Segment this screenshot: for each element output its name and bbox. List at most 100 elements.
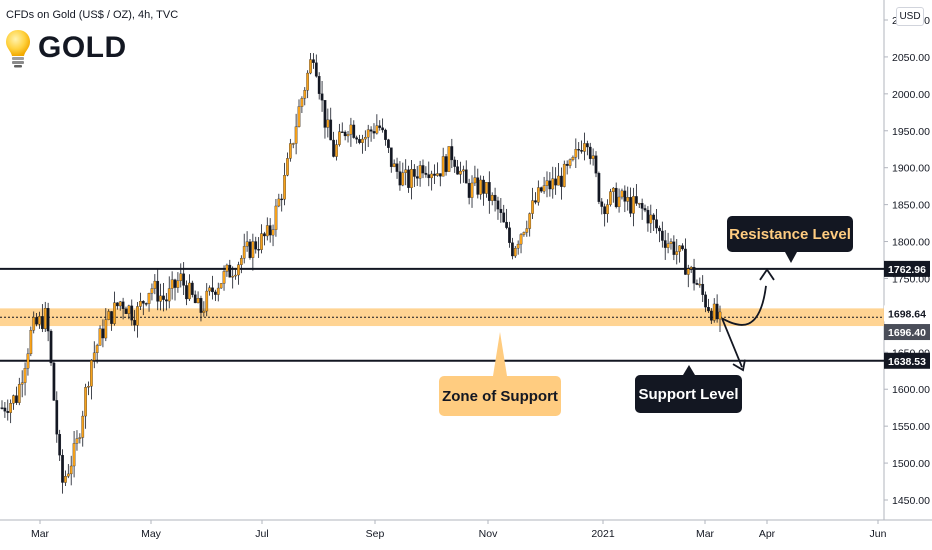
candle-body bbox=[162, 295, 165, 300]
candle-body bbox=[709, 310, 713, 321]
candle-body bbox=[349, 124, 353, 135]
candle-body bbox=[346, 134, 350, 137]
candle-body bbox=[684, 248, 687, 275]
candle-body bbox=[242, 246, 246, 259]
candle-body bbox=[84, 387, 87, 417]
candle-body bbox=[663, 240, 667, 248]
candle-body bbox=[64, 476, 67, 483]
candle-body bbox=[438, 173, 442, 177]
candle-body bbox=[490, 194, 494, 201]
candle-body bbox=[58, 434, 62, 456]
candle-body bbox=[231, 275, 235, 278]
candle-body bbox=[502, 212, 506, 223]
candle-body bbox=[450, 146, 454, 161]
zone-lower-price-tag-bg bbox=[884, 324, 930, 341]
candle-body bbox=[600, 201, 604, 207]
candle-body bbox=[291, 143, 295, 145]
candle-body bbox=[372, 131, 376, 134]
candle-body bbox=[3, 407, 7, 412]
candle-body bbox=[548, 180, 552, 190]
candle-body bbox=[522, 232, 526, 235]
zone-upper-price-tag: 1698.64 bbox=[884, 305, 930, 322]
candle-body bbox=[404, 169, 408, 173]
candle-body bbox=[196, 298, 200, 304]
candle-body bbox=[456, 166, 459, 175]
candle-body bbox=[421, 165, 425, 174]
y-tick-label: 1450.00 bbox=[892, 495, 930, 507]
candle-body bbox=[412, 169, 416, 177]
candle-body bbox=[459, 170, 462, 175]
candle-body bbox=[95, 345, 99, 354]
candle-body bbox=[12, 395, 15, 404]
bearish-arrow bbox=[721, 317, 743, 368]
support-label[interactable]: Support Level bbox=[635, 365, 742, 413]
resistance-label-pointer bbox=[785, 252, 797, 263]
currency-button[interactable]: USD bbox=[896, 7, 924, 26]
y-tick-label: 1600.00 bbox=[892, 384, 930, 396]
candle-body bbox=[61, 454, 64, 483]
candle-body bbox=[635, 196, 638, 204]
candle-body bbox=[20, 382, 24, 385]
candle-body bbox=[704, 294, 707, 308]
candle-body bbox=[565, 163, 569, 166]
candle-body bbox=[603, 206, 607, 215]
candle-body bbox=[352, 124, 356, 138]
candle-body bbox=[216, 287, 220, 295]
candle-body bbox=[447, 146, 451, 172]
resistance-label[interactable]: Resistance Level bbox=[727, 216, 853, 263]
candle-body bbox=[629, 197, 632, 214]
candle-body bbox=[208, 287, 211, 292]
candle-body bbox=[358, 139, 361, 143]
zone-label-box bbox=[439, 376, 561, 416]
candle-body bbox=[485, 182, 488, 194]
candle-body bbox=[118, 301, 122, 307]
candle-body bbox=[185, 285, 188, 300]
candle-body bbox=[173, 279, 177, 288]
candles bbox=[0, 53, 722, 494]
candle-body bbox=[672, 241, 676, 255]
candle-body bbox=[265, 225, 269, 237]
title-row: GOLD bbox=[4, 28, 127, 68]
candle-body bbox=[678, 245, 681, 252]
y-tick-label: 1550.00 bbox=[892, 421, 930, 433]
candle-body bbox=[312, 59, 315, 63]
candle-body bbox=[586, 143, 589, 148]
candle-body bbox=[718, 311, 722, 320]
candle-body bbox=[479, 179, 483, 195]
x-tick-label: Nov bbox=[479, 528, 498, 540]
candle-body bbox=[643, 208, 647, 211]
candle-body bbox=[35, 317, 38, 325]
candle-body bbox=[239, 258, 243, 265]
candle-body bbox=[597, 173, 601, 202]
candle-body bbox=[332, 139, 335, 157]
y-tick-label: 1850.00 bbox=[892, 200, 930, 212]
resistance-price-tag-text: 1762.96 bbox=[888, 264, 926, 276]
candle-body bbox=[701, 283, 705, 295]
candle-body bbox=[156, 280, 160, 302]
candle-body bbox=[254, 241, 258, 250]
lightbulb-icon bbox=[6, 30, 30, 68]
candle-body bbox=[536, 187, 540, 203]
candle-body bbox=[306, 72, 310, 91]
candle-body bbox=[658, 227, 661, 232]
zone-label[interactable]: Zone of Support bbox=[439, 332, 561, 416]
candle-body bbox=[23, 368, 27, 383]
candle-body bbox=[113, 302, 116, 324]
candle-body bbox=[473, 177, 477, 184]
candle-body bbox=[395, 163, 399, 172]
candle-body bbox=[415, 176, 419, 179]
candle-body bbox=[695, 283, 699, 285]
candle-body bbox=[554, 178, 557, 186]
candle-body bbox=[464, 169, 468, 184]
candle-body bbox=[580, 150, 583, 152]
support-price-tag-bg bbox=[884, 352, 930, 369]
candle-body bbox=[482, 179, 485, 194]
x-tick-label: Jun bbox=[870, 528, 887, 540]
candle-body bbox=[124, 308, 128, 314]
candle-body bbox=[560, 175, 563, 187]
candle-body bbox=[52, 362, 56, 401]
candle-body bbox=[410, 169, 413, 188]
candle-body bbox=[150, 288, 154, 294]
candle-body bbox=[493, 194, 497, 201]
